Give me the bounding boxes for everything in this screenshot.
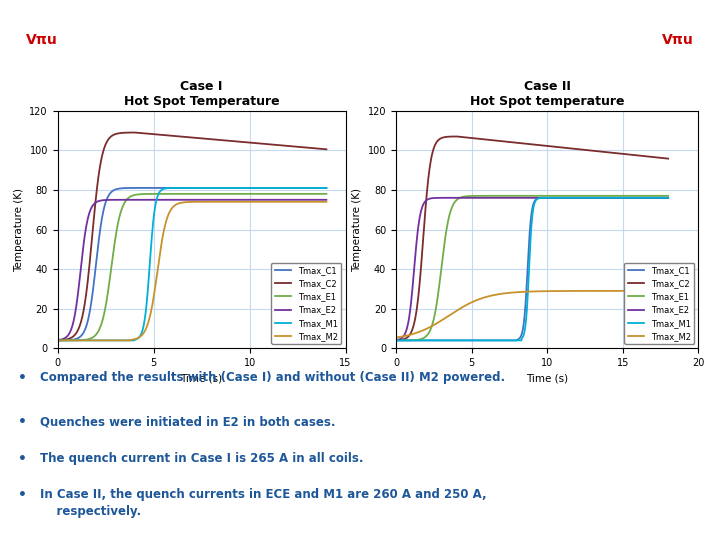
Text: Quenches were initiated in E2 in both cases.: Quenches were initiated in E2 in both ca… (40, 415, 335, 428)
Text: Vπu: Vπu (662, 33, 694, 47)
Text: •: • (18, 415, 27, 429)
FancyBboxPatch shape (634, 4, 716, 85)
Text: Compared the results with (Case I) and without (Case II) M2 powered.: Compared the results with (Case I) and w… (40, 372, 505, 384)
FancyBboxPatch shape (4, 4, 86, 85)
Text: •: • (18, 372, 27, 386)
Y-axis label: Temperature (K): Temperature (K) (14, 187, 24, 272)
Text: Without M2 Powered: Without M2 Powered (237, 54, 483, 74)
Y-axis label: Temperature (K): Temperature (K) (352, 187, 362, 272)
Text: Vπu: Vπu (26, 33, 58, 47)
Title: Case II
Hot Spot temperature: Case II Hot Spot temperature (470, 80, 624, 108)
Text: In Case II, the quench currents in ECE and M1 are 260 A and 250 A,
    respectiv: In Case II, the quench currents in ECE a… (40, 488, 486, 518)
Text: •: • (18, 452, 27, 466)
Text: The quench current in Case I is 265 A in all coils.: The quench current in Case I is 265 A in… (40, 452, 363, 465)
Text: Quench Propagation Analysis: Quench Propagation Analysis (187, 15, 533, 35)
Title: Case I
Hot Spot Temperature: Case I Hot Spot Temperature (124, 80, 279, 108)
X-axis label: Time (s): Time (s) (181, 374, 222, 383)
X-axis label: Time (s): Time (s) (526, 374, 568, 383)
Legend: Tmax_C1, Tmax_C2, Tmax_E1, Tmax_E2, Tmax_M1, Tmax_M2: Tmax_C1, Tmax_C2, Tmax_E1, Tmax_E2, Tmax… (271, 262, 341, 344)
Legend: Tmax_C1, Tmax_C2, Tmax_E1, Tmax_E2, Tmax_M1, Tmax_M2: Tmax_C1, Tmax_C2, Tmax_E1, Tmax_E2, Tmax… (624, 262, 694, 344)
Text: •: • (18, 488, 27, 502)
